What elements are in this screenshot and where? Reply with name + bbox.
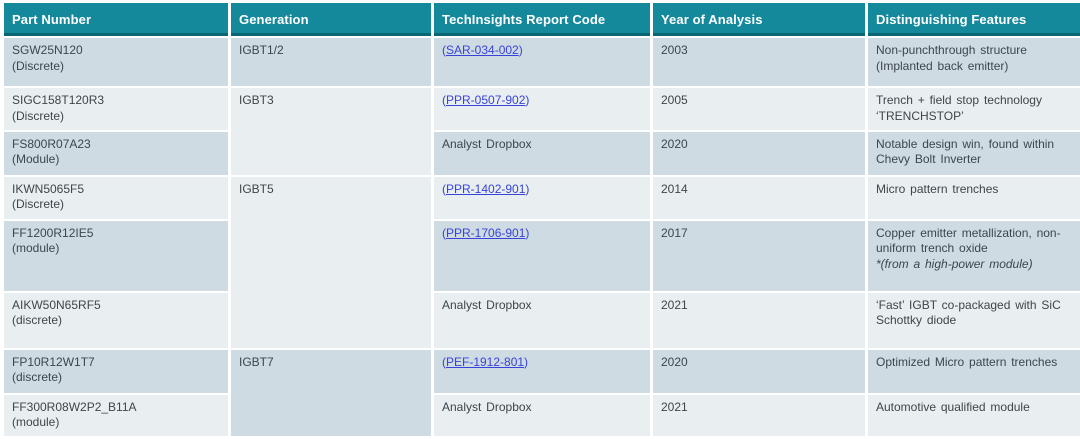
features-cell: Non-punchthrough structure (Implanted ba… [868,38,1080,86]
report-code-link[interactable]: PPR-1402-901 [446,181,526,196]
table-row: FF300R08W2P2_B11A (module) Analyst Dropb… [4,394,1080,437]
part-package: (discrete) [12,313,63,328]
year-cell: 2003 [653,38,865,86]
report-code-cell: Analyst Dropbox [434,292,650,348]
col-header-features: Distinguishing Features [868,3,1080,36]
features-cell: Optimized Micro pattern trenches [868,349,1080,393]
part-number: FS800R07A23 [12,136,91,151]
generation-cell: IGBT3 [231,88,431,175]
table-row: FF1200R12IE5 (module) (PPR-1706-901) 201… [4,220,1080,291]
part-package: (discrete) [12,370,63,385]
col-header-generation: Generation [231,3,431,36]
table-row: IKWN5065F5 (Discrete) IGBT5 (PPR-1402-90… [4,176,1080,348]
report-code-cell: Analyst Dropbox [434,394,650,437]
part-package: (Discrete) [12,108,65,123]
report-code-link[interactable]: PPR-1706-901 [446,225,526,240]
report-code-cell: Analyst Dropbox [434,131,650,175]
features-cell: Notable design win, found within Chevy B… [868,131,1080,175]
part-number: FF1200R12IE5 [12,225,94,240]
paren-close: ) [525,225,530,240]
table-row: SIGC158T120R3 (Discrete) IGBT3 (PPR-0507… [4,88,1080,175]
part-number-cell: FS800R07A23 (Module) [4,131,228,175]
year-cell: 2017 [653,220,865,291]
part-number-cell: SIGC158T120R3 (Discrete) [4,88,228,130]
paren-close: ) [525,181,530,196]
paren-close: ) [518,43,523,57]
features-text: Trench + field stop technology ‘TRENCHST… [876,93,1042,123]
report-code-link[interactable]: PEF-1912-801 [446,354,525,369]
features-text: Copper emitter metallization, non-unifor… [876,225,1061,256]
part-number: IKWN5065F5 [12,181,85,196]
report-code-text: Analyst Dropbox [442,399,532,414]
report-code-link[interactable]: PPR-0507-902 [446,93,526,107]
year-cell: 2005 [653,88,865,130]
part-number: FP10R12W1T7 [12,354,95,369]
part-number-cell: FF1200R12IE5 (module) [4,220,228,291]
part-number-cell: IKWN5065F5 (Discrete) [4,176,228,219]
report-code-text: Analyst Dropbox [442,297,532,312]
features-cell: Automotive qualified module [868,394,1080,437]
part-number: FF300R08W2P2_B11A [12,399,137,414]
part-package: (module) [12,415,60,430]
paren-open: ( [442,43,446,57]
features-cell: Micro pattern trenches [868,176,1080,219]
table-row: FP10R12W1T7 (discrete) IGBT7 (PEF-1912-8… [4,349,1080,437]
part-number-cell: FP10R12W1T7 (discrete) [4,349,228,393]
paren-close: ) [524,354,529,369]
year-cell: 2020 [653,131,865,175]
report-code-cell: (SAR-034-002) [434,38,650,86]
report-code-link[interactable]: SAR-034-002 [446,43,519,57]
report-code-cell: (PPR-1706-901) [434,220,650,291]
part-package: (Module) [12,152,60,167]
part-number-cell: SGW25N120 (Discrete) [4,38,228,86]
report-code-text: Analyst Dropbox [442,136,532,151]
table-header: Part Number Generation TechInsights Repo… [4,3,1080,36]
features-cell: ‘Fast’ IGBT co-packaged with SiC Schottk… [868,292,1080,348]
report-code-cell: (PEF-1912-801) [434,349,650,393]
table-row: FS800R07A23 (Module) Analyst Dropbox 202… [4,131,1080,175]
header-row: Part Number Generation TechInsights Repo… [4,3,1080,36]
features-text: Micro pattern trenches [876,181,999,196]
col-header-part-number: Part Number [4,3,228,36]
year-cell: 2020 [653,349,865,393]
report-code-cell: (PPR-0507-902) [434,88,650,130]
generation-cell: IGBT1/2 [231,38,431,86]
part-number: AIKW50N65RF5 [12,297,101,312]
col-header-year: Year of Analysis [653,3,865,36]
paren-open: ( [442,354,446,369]
table-row: SGW25N120 (Discrete) IGBT1/2 (SAR-034-00… [4,38,1080,86]
table-body: SGW25N120 (Discrete) IGBT1/2 (SAR-034-00… [4,38,1080,437]
part-number: SGW25N120 [12,43,83,57]
generation-cell: IGBT5 [231,176,431,348]
generation-cell: IGBT7 [231,349,431,437]
paren-open: ( [442,181,446,196]
report-code-cell: (PPR-1402-901) [434,176,650,219]
features-text: Non-punchthrough structure (Implanted ba… [876,43,1027,73]
part-package: (module) [12,241,60,256]
year-cell: 2021 [653,394,865,437]
features-note: *(from a high-power module) [876,257,1033,272]
features-text: ‘Fast’ IGBT co-packaged with SiC Schottk… [876,297,1061,328]
paren-open: ( [442,225,446,240]
col-header-report-code: TechInsights Report Code [434,3,650,36]
features-cell: Trench + field stop technology ‘TRENCHST… [868,88,1080,130]
part-number-cell: AIKW50N65RF5 (discrete) [4,292,228,348]
features-text: Automotive qualified module [876,399,1030,414]
features-cell: Copper emitter metallization, non-unifor… [868,220,1080,291]
part-package: (Discrete) [12,58,65,73]
year-cell: 2014 [653,176,865,219]
paren-open: ( [442,93,446,107]
part-number: SIGC158T120R3 [12,93,105,107]
part-number-cell: FF300R08W2P2_B11A (module) [4,394,228,437]
year-cell: 2021 [653,292,865,348]
features-text: Optimized Micro pattern trenches [876,354,1058,369]
features-text: Notable design win, found within Chevy B… [876,136,1055,167]
paren-close: ) [525,93,530,107]
part-package: (Discrete) [12,197,65,212]
table-row: AIKW50N65RF5 (discrete) Analyst Dropbox … [4,292,1080,348]
